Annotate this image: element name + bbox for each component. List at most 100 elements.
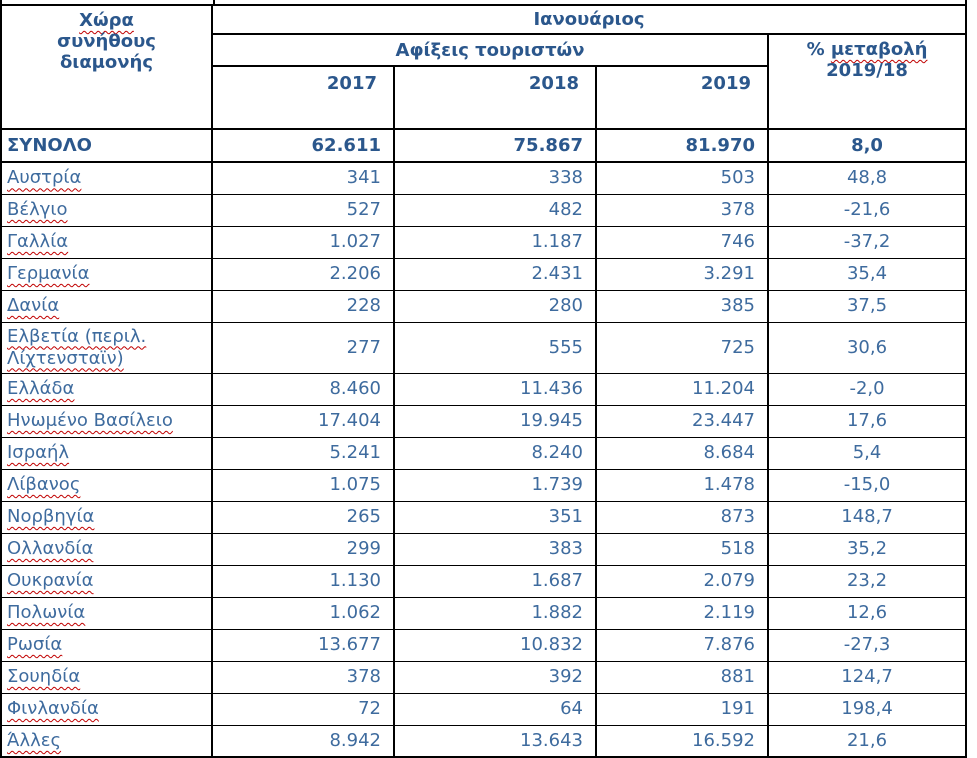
arrivals-2019-cell: 518	[595, 532, 769, 566]
pct-change-cell: 148,7	[766, 500, 968, 534]
pct-change-cell: 30,6	[766, 321, 968, 374]
country-row: Ρωσία 13.677 10.832 7.876 -27,3	[0, 628, 968, 662]
country-name-cell: Πολωνία	[0, 596, 213, 630]
country-name-cell: Λίβανος	[0, 468, 213, 502]
country-header-line3: διαμονής	[59, 52, 154, 73]
arrivals-2018-cell: 64	[393, 692, 597, 726]
arrivals-2018-cell: 1.739	[393, 468, 597, 502]
arrivals-2017-cell: 8.460	[211, 372, 395, 406]
country-name-cell: Άλλες	[0, 724, 213, 758]
pct-change-cell: 198,4	[766, 692, 968, 726]
country-row: Πολωνία 1.062 1.882 2.119 12,6	[0, 596, 968, 630]
arrivals-2018-cell: 383	[393, 532, 597, 566]
country-name: Δανία	[7, 295, 60, 316]
arrivals-2018-cell: 482	[393, 193, 597, 227]
total-label-cell: ΣΥΝΟΛΟ	[0, 128, 213, 163]
arrivals-2019-cell: 16.592	[595, 724, 769, 758]
table-header: Χώρα συνήθους διαμονής Ιανουάριος Αφίξει…	[0, 4, 968, 130]
arrivals-2017-cell: 5.241	[211, 436, 395, 470]
country-row: Ελβετία (περιλ. Λίχτενσταϊν) 277 555 725…	[0, 321, 968, 374]
country-header-line2: συνήθους	[57, 31, 156, 52]
pct-change-cell: 124,7	[766, 660, 968, 694]
table-top-sliver	[0, 0, 967, 4]
country-name: Γαλλία	[7, 231, 69, 252]
country-name: Νορβηγία	[7, 506, 95, 527]
years-header-row: 2017 2018 2019	[1, 65, 966, 130]
column-border-tick	[213, 0, 215, 4]
arrivals-2018-cell: 555	[393, 321, 597, 374]
country-name: Φινλανδία	[7, 698, 99, 719]
pct-sign: %	[806, 39, 825, 60]
pct-change-cell: -21,6	[766, 193, 968, 227]
pct-change-cell: 35,4	[766, 257, 968, 291]
country-row: Αυστρία 341 338 503 48,8	[0, 161, 968, 195]
arrivals-2017-cell: 1.027	[211, 225, 395, 259]
arrivals-2018-cell: 8.240	[393, 436, 597, 470]
country-name-cell: Γερμανία	[0, 257, 213, 291]
arrivals-2017-cell: 1.062	[211, 596, 395, 630]
country-name-cell: Βέλγιο	[0, 193, 213, 227]
arrivals-2018-cell: 13.643	[393, 724, 597, 758]
arrivals-2018-cell: 11.436	[393, 372, 597, 406]
pct-change-cell: 5,4	[766, 436, 968, 470]
country-name: Ρωσία	[7, 634, 63, 655]
arrivals-2019-cell: 1.478	[595, 468, 769, 502]
arrivals-2019-cell: 3.291	[595, 257, 769, 291]
arrivals-header: Αφίξεις τουριστών	[211, 33, 769, 67]
arrivals-2018-cell: 2.431	[393, 257, 597, 291]
pct-years: 2019/18	[826, 60, 908, 81]
arrivals-2019-cell: 746	[595, 225, 769, 259]
total-pct-cell: 8,0	[766, 128, 968, 163]
arrivals-2019-cell: 11.204	[595, 372, 769, 406]
arrivals-2019-cell: 378	[595, 193, 769, 227]
country-name: Αυστρία	[7, 167, 82, 189]
pct-change-header: % μεταβολή 2019/18	[766, 33, 968, 130]
arrivals-2018-cell: 392	[393, 660, 597, 694]
pct-change-cell: 12,6	[766, 596, 968, 630]
arrivals-2017-cell: 378	[211, 660, 395, 694]
year-2017-header: 2017	[211, 65, 395, 130]
arrivals-2018-cell: 338	[393, 161, 597, 195]
country-name: Ελλάδα	[7, 378, 75, 399]
arrivals-2019-cell: 2.119	[595, 596, 769, 630]
year-2018-header: 2018	[393, 65, 597, 130]
country-column-header: Χώρα συνήθους διαμονής	[0, 4, 213, 130]
arrivals-2017-cell: 527	[211, 193, 395, 227]
pct-change-cell: -15,0	[766, 468, 968, 502]
arrivals-2019-cell: 385	[595, 289, 769, 323]
total-2018-cell: 75.867	[393, 128, 597, 163]
country-name: Ελβετία (περιλ. Λίχτενσταϊν)	[7, 325, 147, 369]
country-name-cell: Ολλανδία	[0, 532, 213, 566]
arrivals-2019-cell: 873	[595, 500, 769, 534]
arrivals-2019-cell: 23.447	[595, 404, 769, 438]
country-row: Σουηδία 378 392 881 124,7	[0, 660, 968, 694]
country-name-cell: Νορβηγία	[0, 500, 213, 534]
country-name: Βέλγιο	[7, 199, 68, 220]
arrivals-2017-cell: 8.942	[211, 724, 395, 758]
country-name-cell: Ελβετία (περιλ. Λίχτενσταϊν)	[0, 321, 213, 374]
country-row: Άλλες 8.942 13.643 16.592 21,6	[0, 724, 968, 758]
arrivals-2017-cell: 1.075	[211, 468, 395, 502]
arrivals-2017-cell: 1.130	[211, 564, 395, 598]
arrivals-2018-cell: 351	[393, 500, 597, 534]
pct-change-cell: 48,8	[766, 161, 968, 195]
country-row: Ουκρανία 1.130 1.687 2.079 23,2	[0, 564, 968, 598]
total-2017-cell: 62.611	[211, 128, 395, 163]
arrivals-2019-cell: 2.079	[595, 564, 769, 598]
country-name: Σουηδία	[7, 666, 81, 687]
arrivals-2019-cell: 881	[595, 660, 769, 694]
country-row: Γαλλία 1.027 1.187 746 -37,2	[0, 225, 968, 259]
tourist-arrivals-table: Χώρα συνήθους διαμονής Ιανουάριος Αφίξει…	[0, 4, 968, 758]
arrivals-2018-cell: 1.187	[393, 225, 597, 259]
country-name: Άλλες	[7, 729, 62, 751]
arrivals-2019-cell: 725	[595, 321, 769, 374]
arrivals-2019-cell: 503	[595, 161, 769, 195]
country-name: Ηνωμένο Βασίλειο	[7, 410, 173, 431]
country-name: Ολλανδία	[7, 538, 94, 559]
country-name-cell: Δανία	[0, 289, 213, 323]
arrivals-2017-cell: 2.206	[211, 257, 395, 291]
country-name: Πολωνία	[7, 602, 86, 623]
country-name-cell: Φινλανδία	[0, 692, 213, 726]
pct-change-cell: 37,5	[766, 289, 968, 323]
arrivals-2018-cell: 1.882	[393, 596, 597, 630]
